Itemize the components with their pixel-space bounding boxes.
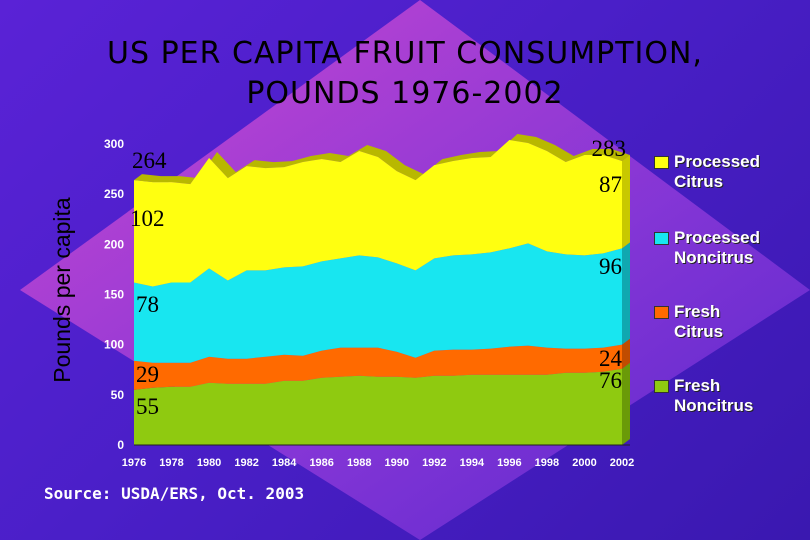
x-tick-label: 1990 xyxy=(385,457,409,469)
x-tick-label: 1978 xyxy=(159,457,183,469)
y-tick-label: 200 xyxy=(104,237,124,251)
y-tick-label: 100 xyxy=(104,338,124,352)
legend-label: Processed Citrus xyxy=(674,152,810,192)
legend-swatch xyxy=(654,156,669,169)
area-processed-citrus xyxy=(134,139,622,287)
area-side-processed-citrus xyxy=(622,155,630,249)
y-tick-label: 250 xyxy=(104,187,124,201)
y-tick-label: 0 xyxy=(117,438,124,452)
area-side-fresh-noncitrus xyxy=(622,362,630,445)
x-tick-label: 2002 xyxy=(610,457,634,469)
x-tick-label: 1980 xyxy=(197,457,221,469)
legend-label: Processed Noncitrus xyxy=(674,228,810,268)
chart-title-line2: POUNDS 1976-2002 xyxy=(246,76,564,111)
legend-label: Fresh Citrus xyxy=(674,302,810,342)
annotation-start-total: 264 xyxy=(132,148,167,173)
x-tick-label: 1976 xyxy=(122,457,146,469)
area-processed-noncitrus xyxy=(134,243,622,363)
area-top-depth xyxy=(134,133,630,185)
annotation-end-processed-citrus: 87 xyxy=(599,172,622,197)
legend-label-line2: Noncitrus xyxy=(674,248,754,267)
y-tick-label: 150 xyxy=(104,288,124,302)
annotation-start-processed-noncitrus: 78 xyxy=(136,292,159,317)
x-tick-label: 1984 xyxy=(272,457,297,469)
legend-label: Fresh Noncitrus xyxy=(674,376,810,416)
x-tick-label: 1988 xyxy=(347,457,371,469)
x-tick-label: 1998 xyxy=(535,457,559,469)
x-tick-label: 1992 xyxy=(422,457,446,469)
area-side-processed-noncitrus xyxy=(622,242,630,345)
x-tick-label: 1986 xyxy=(309,457,333,469)
annotation-start-fresh-citrus: 29 xyxy=(136,362,159,387)
x-tick-label: 1982 xyxy=(234,457,258,469)
annotation-end-processed-noncitrus: 96 xyxy=(599,254,622,279)
chart-areas xyxy=(134,133,630,445)
chart-axes: 0 50 100 150 200 250 300 1976 1978 1980 1982 1984 19… xyxy=(104,137,634,469)
legend-label-line1: Processed xyxy=(674,152,760,171)
area-fresh-noncitrus xyxy=(134,368,622,445)
y-tick-label: 50 xyxy=(111,388,125,402)
annotation-end-fresh-noncitrus: 76 xyxy=(599,368,622,393)
chart-title-line1: US PER CAPITA FRUIT CONSUMPTION, xyxy=(107,36,703,71)
legend-swatch xyxy=(654,232,669,245)
annotation-start-processed-citrus: 102 xyxy=(130,206,165,231)
legend-swatch xyxy=(654,380,669,393)
annotation-end-total: 283 xyxy=(592,136,627,161)
x-tick-label: 2000 xyxy=(572,457,596,469)
source-note: Source: USDA/ERS, Oct. 2003 xyxy=(44,484,305,503)
annotation-end-fresh-citrus: 24 xyxy=(599,346,623,371)
legend-label-line2: Citrus xyxy=(674,322,724,341)
area-side-fresh-citrus xyxy=(622,338,630,369)
legend-label-line1: Fresh xyxy=(674,376,721,395)
x-tick-label: 1994 xyxy=(460,457,485,469)
x-tick-label: 1996 xyxy=(497,457,521,469)
legend-swatch xyxy=(654,306,669,319)
legend-label-line2: Noncitrus xyxy=(674,396,754,415)
area-fresh-citrus xyxy=(134,344,622,390)
legend-label-line1: Processed xyxy=(674,228,760,247)
y-tick-label: 300 xyxy=(104,137,124,151)
legend-label-line2: Citrus xyxy=(674,172,724,191)
annotation-start-fresh-noncitrus: 55 xyxy=(136,394,159,419)
legend-label-line1: Fresh xyxy=(674,302,721,321)
